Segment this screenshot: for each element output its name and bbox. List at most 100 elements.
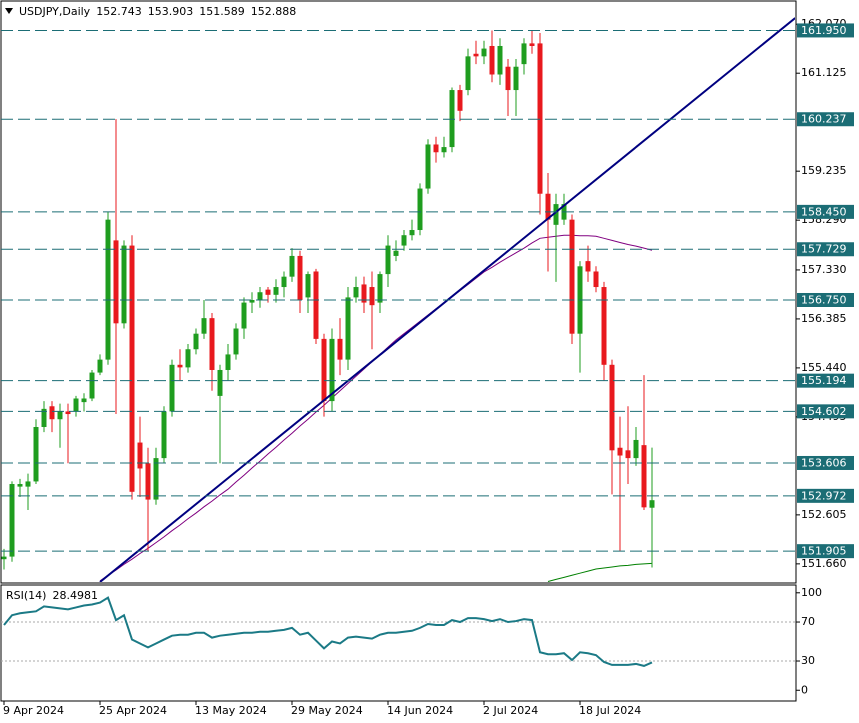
level-label: 152.972 <box>801 489 847 502</box>
candle-body <box>569 219 575 334</box>
candle-body <box>369 287 375 306</box>
candle-body <box>241 302 247 329</box>
candle-body <box>393 250 399 256</box>
candle-body <box>41 408 47 428</box>
rsi-value: 28.4981 <box>52 589 98 602</box>
x-tick-label: 25 Apr 2024 <box>99 704 167 717</box>
symbol: USDJPY,Daily <box>19 5 91 18</box>
rsi-plot <box>1 596 795 667</box>
header: USDJPY,Daily 152.743 153.903 151.589 152.888 <box>19 5 296 18</box>
candle-body <box>425 144 431 189</box>
x-tick-label: 14 Jun 2024 <box>387 704 453 717</box>
y-tick-label: 157.330 <box>801 263 847 276</box>
candle-body <box>473 53 479 57</box>
level-box <box>797 404 854 419</box>
candle-body <box>81 398 87 403</box>
y-tick-label: 161.125 <box>801 66 847 79</box>
candle-body <box>457 90 463 111</box>
candle-body <box>289 255 295 277</box>
candle-body <box>225 354 231 370</box>
y-tick-label: 156.385 <box>801 312 847 325</box>
candle-body <box>449 90 455 148</box>
menu-arrow[interactable] <box>5 8 13 14</box>
candle-body <box>529 43 535 46</box>
main-plot <box>1 17 795 582</box>
x-tick-label: 9 Apr 2024 <box>3 704 64 717</box>
candle-body <box>249 299 255 303</box>
ohlc-low: 151.589 <box>199 5 245 18</box>
candle-body <box>513 66 519 91</box>
candle-body <box>113 240 119 324</box>
x-tick-label: 13 May 2024 <box>195 704 267 717</box>
level-label: 154.602 <box>801 405 847 418</box>
level-label: 153.606 <box>801 456 847 469</box>
candle-body <box>609 364 615 451</box>
x-tick-label: 29 May 2024 <box>291 704 363 717</box>
rsi-pane <box>0 584 797 702</box>
candle-body <box>497 45 503 75</box>
candle-body <box>177 364 183 368</box>
candle-body <box>313 271 319 339</box>
y-tick-label: 152.605 <box>801 508 847 521</box>
y-tick-label: 155.440 <box>801 361 847 374</box>
candle-body <box>169 364 175 412</box>
candle-body <box>345 297 351 360</box>
candle-body <box>585 261 591 272</box>
candle-body <box>97 359 103 373</box>
level-label: 157.729 <box>801 243 847 256</box>
level-box <box>797 23 854 38</box>
candle-body <box>505 66 511 91</box>
candle-body <box>641 445 647 508</box>
candle-body <box>73 398 79 412</box>
candle-body <box>353 287 359 298</box>
level-label: 160.237 <box>801 113 847 126</box>
candle-body <box>489 45 495 75</box>
candle-body <box>281 276 287 288</box>
level-box <box>797 292 854 307</box>
level-box <box>797 204 854 219</box>
rsi-title: RSI(14) <box>6 589 46 602</box>
level-label: 156.750 <box>801 293 847 306</box>
candle-body <box>121 245 127 324</box>
candle-body <box>105 219 111 360</box>
candle-body <box>465 56 471 91</box>
y-tick-label: 100 <box>801 586 822 599</box>
candle-body <box>153 458 159 500</box>
candle-body <box>545 193 551 220</box>
rsi-header: RSI(14) 28.4981 <box>6 589 98 602</box>
candle-body <box>521 43 527 65</box>
candle-body <box>185 349 191 368</box>
candle-body <box>337 338 343 360</box>
candle-body <box>553 204 559 225</box>
candle-body <box>233 328 239 355</box>
candle-body <box>9 484 15 557</box>
candle-body <box>137 442 143 469</box>
candle-body <box>329 338 335 402</box>
candle-body <box>409 230 415 236</box>
candle-body <box>417 188 423 231</box>
x-tick-label: 2 Jul 2024 <box>483 704 538 717</box>
candle-body <box>377 274 383 303</box>
level-box <box>797 112 854 127</box>
candle-body <box>209 318 215 370</box>
level-label: 158.450 <box>801 205 847 218</box>
candle-body <box>17 484 23 487</box>
level-box <box>797 242 854 257</box>
candle-body <box>617 447 623 456</box>
level-label: 151.905 <box>801 545 847 558</box>
candle-body <box>33 427 39 482</box>
candle-body <box>25 481 31 487</box>
candle-body <box>401 235 407 246</box>
moving-average <box>99 234 653 582</box>
candle-body <box>321 338 327 402</box>
candle-body <box>481 48 487 57</box>
level-box <box>797 544 854 559</box>
candle-body <box>49 406 55 420</box>
candle-body <box>593 271 599 288</box>
candle-body <box>1 556 7 560</box>
main-pane <box>0 0 797 584</box>
y-tick-label: 30 <box>801 654 815 667</box>
candle-body <box>257 292 263 300</box>
candle-body <box>601 287 607 365</box>
axes: 162.070161.125159.235158.290157.330156.3… <box>3 17 854 717</box>
